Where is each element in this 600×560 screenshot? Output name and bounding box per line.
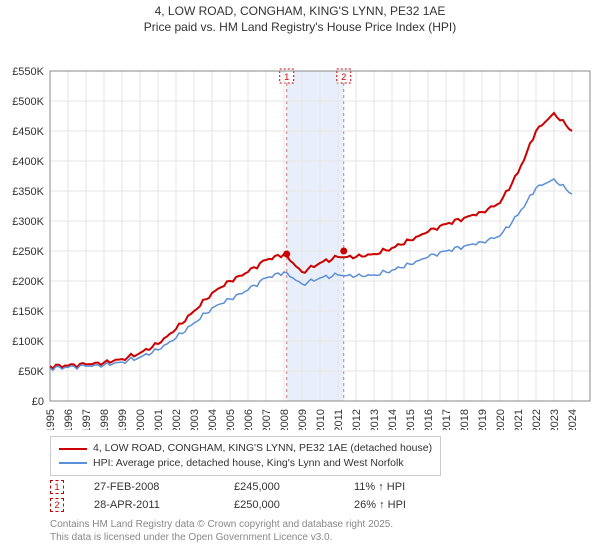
svg-text:2016: 2016 bbox=[423, 409, 435, 430]
svg-text:2011: 2011 bbox=[333, 409, 345, 430]
svg-text:£400K: £400K bbox=[12, 156, 44, 168]
svg-text:2024: 2024 bbox=[567, 409, 579, 430]
svg-text:2021: 2021 bbox=[513, 409, 525, 430]
svg-text:2010: 2010 bbox=[315, 409, 327, 430]
svg-text:2022: 2022 bbox=[531, 409, 543, 430]
sale-row: 2 28-APR-2011 £250,000 26% ↑ HPI bbox=[50, 498, 600, 512]
svg-text:2020: 2020 bbox=[495, 409, 507, 430]
sale-marker: 2 bbox=[50, 498, 64, 512]
svg-text:2017: 2017 bbox=[441, 409, 453, 430]
svg-text:2023: 2023 bbox=[549, 409, 561, 430]
svg-text:£150K: £150K bbox=[12, 306, 44, 318]
svg-text:2006: 2006 bbox=[243, 409, 255, 430]
svg-text:2004: 2004 bbox=[207, 409, 219, 430]
svg-text:2019: 2019 bbox=[477, 409, 489, 430]
svg-text:2015: 2015 bbox=[405, 409, 417, 430]
svg-text:2000: 2000 bbox=[135, 409, 147, 430]
svg-text:2005: 2005 bbox=[225, 409, 237, 430]
svg-text:2012: 2012 bbox=[351, 409, 363, 430]
chart-svg: 1 2 £0 £50K £100K £150K £200K £250K £300K £350K £4… bbox=[0, 35, 600, 430]
svg-text:£350K: £350K bbox=[12, 186, 44, 198]
svg-text:2018: 2018 bbox=[459, 409, 471, 430]
title-line2: Price paid vs. HM Land Registry's House … bbox=[144, 20, 456, 34]
legend-text: HPI: Average price, detached house, King… bbox=[93, 456, 404, 471]
sale-date: 28-APR-2011 bbox=[94, 499, 204, 511]
svg-text:1997: 1997 bbox=[81, 409, 93, 430]
legend-row: 4, LOW ROAD, CONGHAM, KING'S LYNN, PE32 … bbox=[59, 441, 432, 456]
svg-text:£100K: £100K bbox=[12, 336, 44, 348]
chart-title: 4, LOW ROAD, CONGHAM, KING'S LYNN, PE32 … bbox=[0, 0, 600, 35]
footer-line2: This data is licensed under the Open Gov… bbox=[50, 532, 332, 543]
svg-text:2014: 2014 bbox=[387, 409, 399, 430]
sale-price: £250,000 bbox=[234, 499, 324, 511]
svg-text:£500K: £500K bbox=[12, 96, 44, 108]
svg-text:1999: 1999 bbox=[117, 409, 129, 430]
sale-date: 27-FEB-2008 bbox=[94, 481, 204, 493]
legend-swatch bbox=[59, 448, 87, 450]
svg-text:2: 2 bbox=[341, 72, 346, 82]
svg-text:2009: 2009 bbox=[297, 409, 309, 430]
svg-text:£250K: £250K bbox=[12, 246, 44, 258]
legend-row: HPI: Average price, detached house, King… bbox=[59, 456, 432, 471]
sales-table: 1 27-FEB-2008 £245,000 11% ↑ HPI 2 28-APR-201… bbox=[0, 480, 600, 512]
svg-text:£300K: £300K bbox=[12, 216, 44, 228]
svg-text:£450K: £450K bbox=[12, 126, 44, 138]
svg-text:2002: 2002 bbox=[171, 409, 183, 430]
svg-text:2008: 2008 bbox=[279, 409, 291, 430]
chart-area: 1 2 £0 £50K £100K £150K £200K £250K £300K £350K £4… bbox=[0, 35, 600, 430]
svg-text:1996: 1996 bbox=[63, 409, 75, 430]
footer-line1: Contains HM Land Registry data © Crown c… bbox=[50, 519, 393, 530]
svg-text:2007: 2007 bbox=[261, 409, 273, 430]
svg-text:2001: 2001 bbox=[153, 409, 165, 430]
svg-text:£50K: £50K bbox=[18, 366, 44, 378]
legend-text: 4, LOW ROAD, CONGHAM, KING'S LYNN, PE32 … bbox=[93, 441, 432, 456]
svg-text:1: 1 bbox=[284, 72, 289, 82]
legend: 4, LOW ROAD, CONGHAM, KING'S LYNN, PE32 … bbox=[50, 436, 441, 475]
legend-swatch bbox=[59, 462, 87, 464]
svg-text:£200K: £200K bbox=[12, 276, 44, 288]
sale-delta: 11% ↑ HPI bbox=[354, 481, 405, 493]
footer: Contains HM Land Registry data © Crown c… bbox=[50, 518, 600, 544]
svg-text:1998: 1998 bbox=[99, 409, 111, 430]
svg-text:2003: 2003 bbox=[189, 409, 201, 430]
sale-row: 1 27-FEB-2008 £245,000 11% ↑ HPI bbox=[50, 480, 600, 494]
svg-text:£550K: £550K bbox=[12, 66, 44, 78]
title-line1: 4, LOW ROAD, CONGHAM, KING'S LYNN, PE32 … bbox=[155, 4, 446, 18]
svg-text:2013: 2013 bbox=[369, 409, 381, 430]
svg-text:£0: £0 bbox=[32, 396, 44, 408]
sale-marker: 1 bbox=[50, 480, 64, 494]
sale-price: £245,000 bbox=[234, 481, 324, 493]
sale-delta: 26% ↑ HPI bbox=[354, 499, 406, 511]
svg-text:1995: 1995 bbox=[45, 409, 57, 430]
